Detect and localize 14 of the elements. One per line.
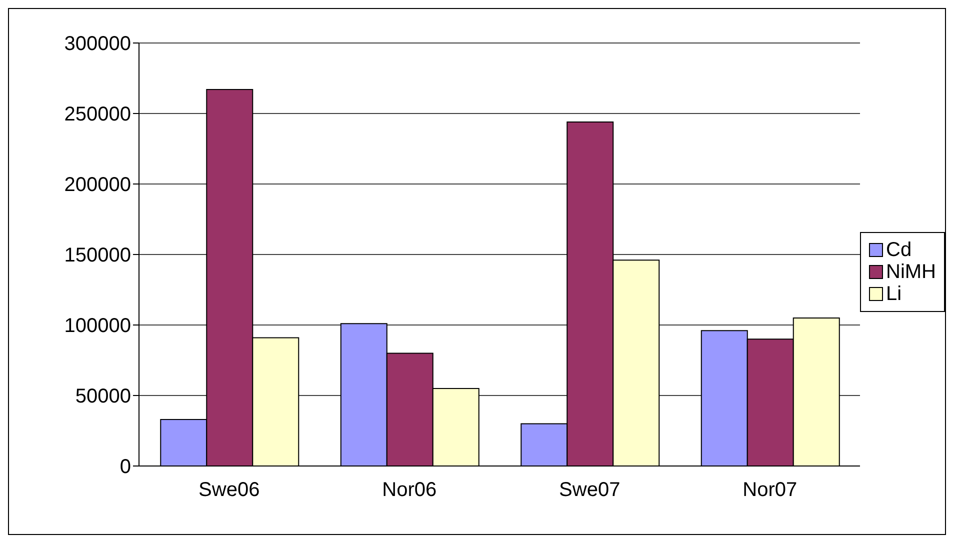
- y-tick-label: 300000: [64, 33, 131, 56]
- x-tick-label: Swe07: [559, 479, 620, 502]
- legend-label: Li: [886, 282, 902, 304]
- y-tick-label: 200000: [64, 174, 131, 196]
- y-tick-label: 250000: [64, 104, 131, 126]
- y-tick-label: 100000: [64, 315, 131, 338]
- legend-label: Cd: [886, 238, 912, 260]
- y-tick-label: 0: [120, 456, 131, 478]
- x-tick-label: Nor06: [382, 479, 437, 502]
- x-tick-label: Swe06: [198, 479, 260, 502]
- y-tick-label: 50000: [75, 386, 131, 408]
- legend-label: NiMH: [886, 260, 936, 282]
- x-tick-label: Nor07: [742, 479, 798, 502]
- y-tick-label: 150000: [64, 244, 131, 267]
